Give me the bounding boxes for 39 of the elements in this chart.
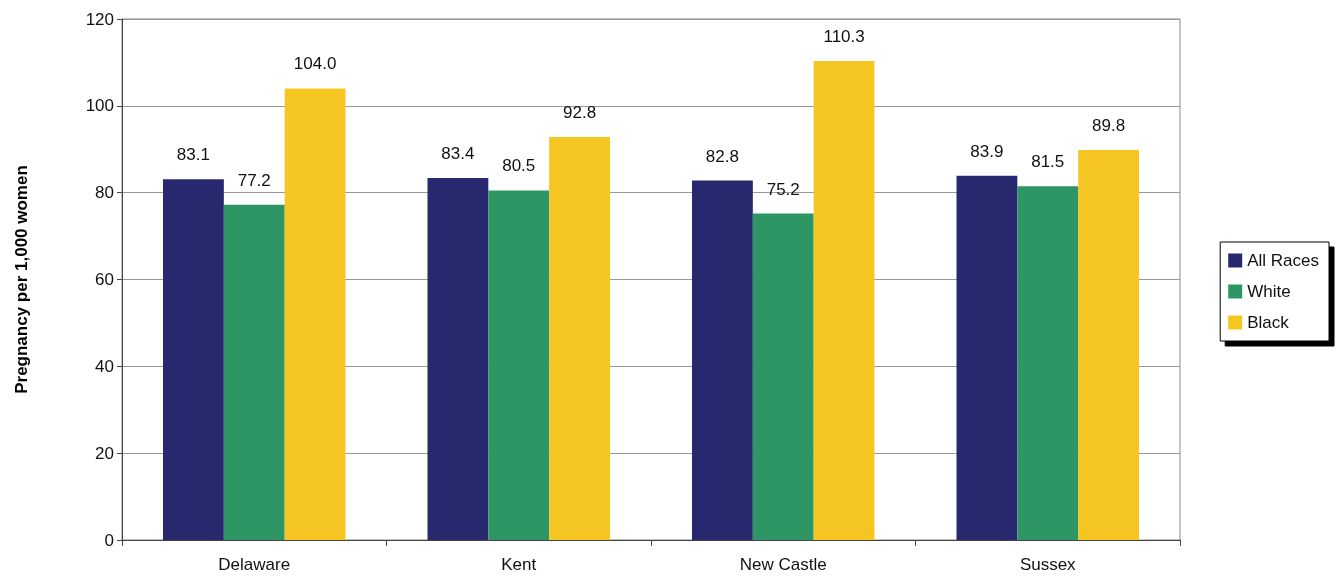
y-tick-label: 120 [85,9,114,29]
y-axis-title: Pregnancy per 1,000 women [12,165,31,394]
data-label: 83.1 [176,145,210,165]
y-tick-label: 100 [85,96,114,116]
data-label: 83.4 [441,143,475,163]
data-label: 89.8 [1092,116,1126,136]
y-tick-label: 0 [104,530,114,550]
data-label: 104.0 [293,54,337,74]
bar [549,137,610,540]
bar [427,177,489,540]
legend-label: Black [1247,313,1290,332]
data-label: 75.2 [766,179,800,199]
y-tick-label: 20 [95,443,114,463]
x-tick-label: Delaware [218,555,291,574]
data-label: 83.9 [970,141,1004,161]
data-label: 82.8 [705,146,739,166]
bar [1078,150,1139,540]
bar [284,88,346,540]
data-label: 92.8 [563,103,597,123]
y-tick-label: 60 [95,270,114,289]
bar [163,179,224,540]
y-tick-label: 80 [95,183,114,203]
x-tick-label: Sussex [1019,555,1077,574]
bar [752,213,814,540]
x-tick-label: New Castle [739,555,827,574]
data-label: 80.5 [502,156,536,176]
bar [488,190,550,540]
data-label: 110.3 [823,27,865,47]
bar [956,175,1018,540]
bar [813,61,875,540]
bar [692,180,753,540]
data-label: 81.5 [1031,152,1065,172]
bar [1017,186,1079,540]
data-label: 77.2 [237,170,271,190]
x-tick-label: Kent [501,555,537,574]
legend-label: All Races [1247,251,1320,270]
bar [223,204,285,540]
legend-label: White [1247,282,1291,301]
y-tick-label: 40 [95,356,114,376]
